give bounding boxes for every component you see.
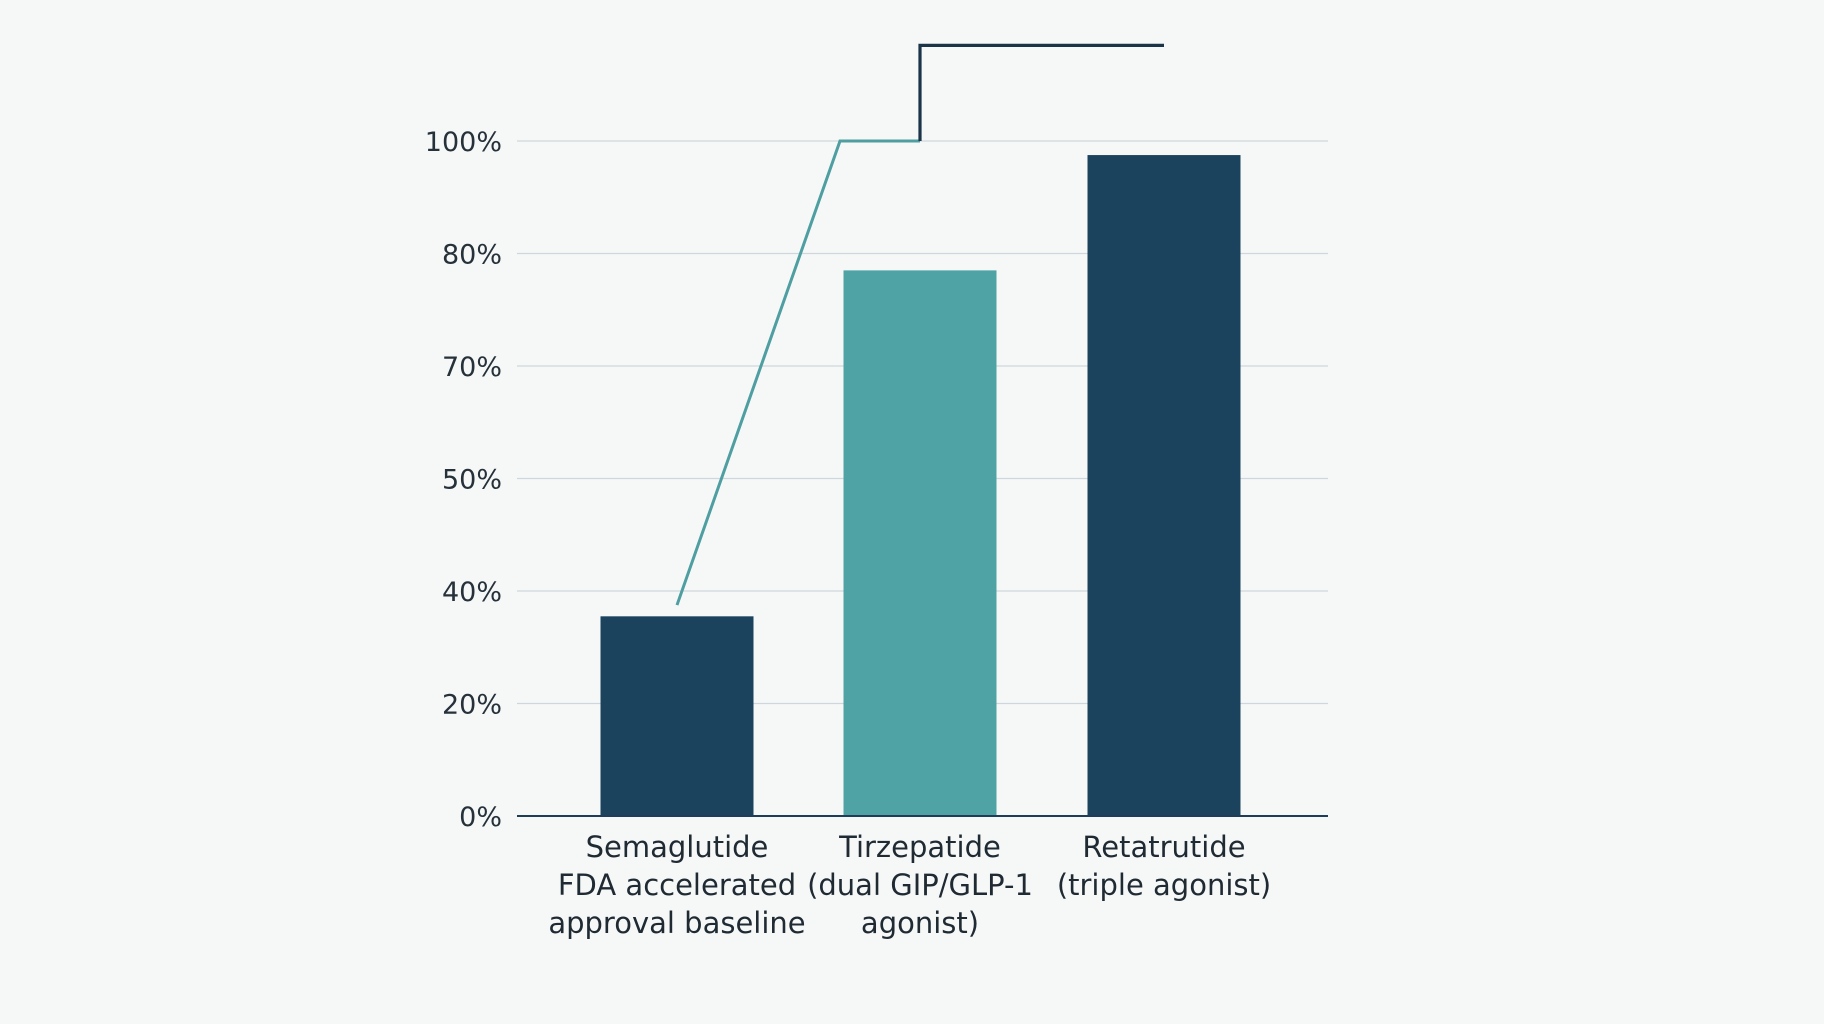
connector-line (675, 139, 920, 606)
bar (1087, 155, 1241, 816)
y-tick-label: 20% (442, 690, 502, 721)
connector-line (918, 43, 1164, 141)
y-tick-label: 50% (442, 465, 502, 496)
x-category-label-line: approval baseline (548, 906, 805, 940)
x-category-label-line: agonist) (861, 906, 979, 940)
y-tick-label: 40% (442, 577, 502, 608)
x-category-label-line: Retatrutide (1082, 830, 1245, 864)
x-category-label: Retatrutide (triple agonist) (1057, 830, 1271, 902)
x-category-label: Semaglutide FDA accelerated approval basel… (548, 830, 805, 940)
y-axis-tick-labels: 0% 20% 40% 50% 70% 80% 100% (425, 127, 502, 833)
x-axis-category-labels: Semaglutide FDA accelerated approval basel… (548, 830, 1271, 940)
bar (600, 616, 754, 816)
x-category-label-line: FDA accelerated (558, 868, 796, 902)
bar (843, 270, 997, 816)
y-tick-label: 0% (459, 802, 502, 833)
x-category-label-line: (triple agonist) (1057, 868, 1271, 902)
bars (600, 155, 1241, 816)
y-tick-label: 70% (442, 352, 502, 383)
x-category-label: Tirzepatide (dual GIP/GLP-1 agonist) (807, 830, 1033, 940)
connector-lines (675, 43, 1164, 606)
x-category-label-line: Tirzepatide (838, 830, 1001, 864)
x-category-label-line: (dual GIP/GLP-1 (807, 868, 1033, 902)
x-category-label-line: Semaglutide (586, 830, 769, 864)
y-tick-label: 80% (442, 240, 502, 271)
y-tick-label: 100% (425, 127, 502, 158)
